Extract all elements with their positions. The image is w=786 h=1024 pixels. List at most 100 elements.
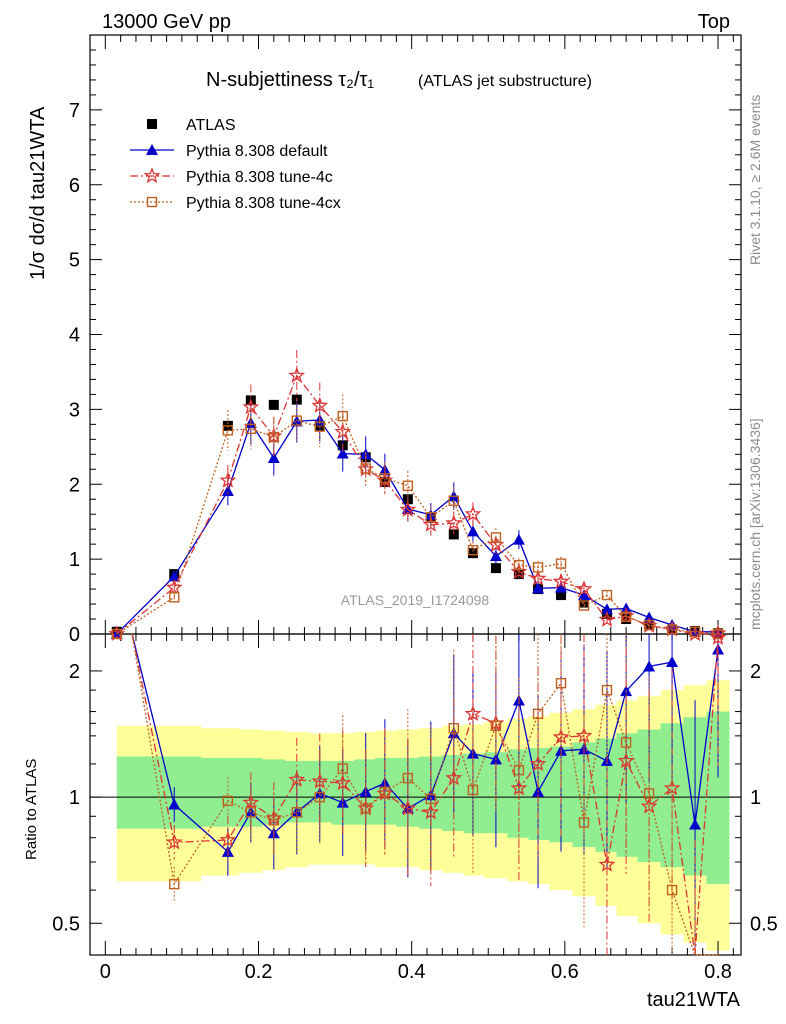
ratio-data-point bbox=[689, 818, 702, 830]
data-series bbox=[108, 349, 727, 956]
ratio-data-point bbox=[445, 769, 463, 786]
x-tick-label: 0 bbox=[100, 961, 111, 983]
main-data-point bbox=[490, 563, 501, 574]
main-data-point bbox=[448, 529, 459, 540]
ratio-data-point bbox=[601, 684, 613, 696]
ratio-data-point bbox=[402, 772, 414, 784]
main-data-point bbox=[529, 569, 547, 586]
ratio-y-tick-label: 0.5 bbox=[52, 913, 80, 935]
main-data-point bbox=[165, 578, 183, 595]
ratio-data-point bbox=[314, 791, 325, 803]
main-data-point bbox=[291, 415, 302, 426]
rivet-version-label: Rivet 3.1.10, ≥ 2.6M events bbox=[747, 95, 763, 265]
ratio-data-point bbox=[311, 772, 329, 789]
ratio-data-point bbox=[245, 807, 257, 818]
ratio-data-point bbox=[242, 793, 260, 810]
plot-title: N-subjettiness τ₂/τ₁ bbox=[206, 69, 374, 91]
main-y-tick-label: 0 bbox=[69, 624, 80, 646]
main-data-point bbox=[552, 572, 570, 589]
main-data-point bbox=[221, 484, 234, 496]
main-y-axis-label: 1/σ dσ/d tau21WTA bbox=[27, 106, 49, 280]
legend-marker bbox=[146, 196, 158, 208]
main-data-point bbox=[336, 447, 349, 459]
main-data-point bbox=[467, 548, 478, 559]
ratio-y-tick-label: 1 bbox=[69, 787, 80, 809]
legend-marker bbox=[147, 119, 157, 129]
main-data-point bbox=[643, 611, 656, 623]
legend-marker bbox=[143, 167, 161, 184]
ratio-data-point bbox=[532, 708, 544, 720]
main-data-point bbox=[268, 399, 279, 410]
main-y-tick-label: 7 bbox=[69, 100, 80, 122]
ratio-data-point bbox=[379, 786, 391, 797]
axes: 0 1 2 3 4 5 6 7 0.5 0.5 1 1 2 2 0 0.2 0.4 0.6 0.8 bbox=[52, 34, 778, 983]
legend-label: Pythia 8.308 default bbox=[186, 143, 328, 160]
ratio-data-point bbox=[467, 784, 479, 796]
ratio-data-point bbox=[490, 720, 502, 731]
ratio-data-point bbox=[666, 884, 678, 896]
main-data-point bbox=[222, 425, 234, 436]
x-axis-label: tau21WTA bbox=[647, 989, 741, 1011]
legend: ATLAS Pythia 8.308 default Pythia 8.308 tu… bbox=[130, 117, 341, 212]
x-tick-label: 0.8 bbox=[704, 961, 732, 983]
x-tick-label: 0.6 bbox=[551, 961, 579, 983]
main-data-point bbox=[513, 559, 525, 571]
main-y-tick-label: 3 bbox=[69, 399, 80, 421]
analysis-watermark: ATLAS_2019_I1724098 bbox=[341, 592, 490, 608]
main-y-tick-label: 6 bbox=[69, 175, 80, 197]
ratio-data-point bbox=[643, 788, 655, 799]
ratio-data-point bbox=[399, 799, 417, 816]
main-data-point bbox=[575, 580, 593, 597]
main-data-point bbox=[402, 480, 414, 491]
ratio-data-point bbox=[712, 643, 725, 655]
main-data-point bbox=[445, 514, 463, 531]
x-tick-label: 0.2 bbox=[245, 961, 273, 983]
main-data-point bbox=[288, 366, 306, 383]
ratio-data-point bbox=[337, 763, 348, 774]
ratio-data-point bbox=[336, 796, 349, 808]
ratio-data-point bbox=[555, 677, 567, 689]
main-data-point bbox=[467, 544, 479, 556]
ratio-data-point bbox=[422, 803, 440, 820]
ratio-y-tick-label: 2 bbox=[69, 661, 80, 683]
main-y-tick-label: 1 bbox=[69, 549, 80, 571]
ratio-plot-frame bbox=[89, 633, 742, 956]
main-data-point bbox=[448, 495, 459, 506]
main-data-point bbox=[598, 611, 616, 627]
ratio-data-point bbox=[291, 807, 302, 818]
main-data-point bbox=[643, 619, 655, 631]
main-data-point bbox=[490, 532, 502, 543]
ratio-data-point bbox=[169, 878, 180, 890]
main-data-point bbox=[425, 511, 437, 523]
ratio-data-point bbox=[513, 764, 525, 776]
main-data-point bbox=[360, 463, 371, 474]
main-y-tick-label: 2 bbox=[69, 474, 80, 496]
main-data-point bbox=[532, 562, 544, 573]
main-data-point bbox=[555, 581, 568, 593]
main-data-point bbox=[466, 525, 479, 537]
main-y-tick-label: 5 bbox=[69, 250, 80, 272]
legend-label: Pythia 8.308 tune-4c bbox=[186, 169, 333, 186]
ratio-data-point bbox=[464, 704, 482, 721]
main-data-point bbox=[111, 628, 123, 640]
ratio-y-tick-label-right: 0.5 bbox=[750, 913, 778, 935]
ratio-data-point bbox=[219, 831, 237, 848]
main-data-point bbox=[422, 515, 440, 532]
ratio-y-axis-label: Ratio to ATLAS bbox=[23, 759, 40, 860]
header-right-label: Top bbox=[698, 11, 730, 33]
main-data-point bbox=[464, 505, 482, 522]
main-data-point bbox=[532, 582, 545, 594]
ratio-data-point bbox=[425, 793, 437, 805]
main-data-point bbox=[601, 589, 613, 601]
ratio-data-point bbox=[709, 629, 727, 645]
ratio-data-point bbox=[168, 798, 181, 810]
ratio-y-tick-label-right: 2 bbox=[750, 661, 761, 683]
legend-label: Pythia 8.308 tune-4cx bbox=[186, 195, 341, 212]
main-data-point bbox=[556, 590, 567, 601]
ratio-data-point bbox=[268, 815, 280, 826]
main-data-point bbox=[314, 421, 325, 432]
main-data-point bbox=[555, 558, 567, 569]
main-series-3 bbox=[111, 394, 724, 640]
main-data-point bbox=[268, 431, 280, 443]
